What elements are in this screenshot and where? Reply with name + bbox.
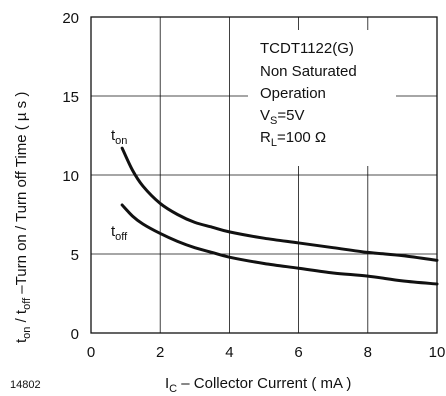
y-tick-label: 15 bbox=[62, 89, 79, 106]
t-on-main: t bbox=[111, 127, 116, 144]
series-label-t-off: toff bbox=[111, 223, 128, 243]
vs-sub: S bbox=[270, 115, 277, 127]
t-on-sub: on bbox=[115, 135, 127, 147]
info-box-line-3: Operation bbox=[260, 85, 326, 102]
info-box-background bbox=[248, 30, 396, 166]
vs-rest: =5V bbox=[277, 107, 304, 124]
x-tick-label: 2 bbox=[156, 344, 164, 361]
series-line-t-off bbox=[120, 203, 439, 286]
y-axis-label: ton / toff –Turn on / Turn off Time ( µ … bbox=[13, 92, 33, 343]
x-label-main: I bbox=[165, 375, 169, 392]
series-group bbox=[120, 146, 439, 286]
y-label-p2: / t bbox=[13, 309, 30, 327]
tick-labels: 0 2 4 6 8 10 0 5 10 15 20 bbox=[62, 10, 445, 361]
y-tick-label: 20 bbox=[62, 10, 79, 27]
y-tick-label: 5 bbox=[71, 247, 79, 264]
vs-main: V bbox=[260, 107, 270, 124]
y-label-s1: on bbox=[21, 327, 33, 339]
t-off-sub: off bbox=[115, 231, 128, 243]
info-box-line-5: RL=100 Ω bbox=[260, 129, 326, 149]
info-box-line-1: TCDT1122(G) bbox=[260, 40, 354, 57]
y-tick-label: 0 bbox=[71, 326, 79, 343]
x-tick-label: 0 bbox=[87, 344, 95, 361]
rl-sub: L bbox=[271, 137, 277, 149]
x-label-rest: – Collector Current ( mA ) bbox=[177, 375, 351, 392]
x-axis-label: IC – Collector Current ( mA ) bbox=[165, 375, 351, 395]
rl-main: R bbox=[260, 129, 271, 146]
plot-frame bbox=[90, 16, 438, 334]
x-tick-label: 6 bbox=[294, 344, 302, 361]
figure-id: 14802 bbox=[10, 379, 41, 391]
series-label-t-on: ton bbox=[111, 127, 127, 147]
y-label-p3: –Turn on / Turn off Time ( µ s ) bbox=[13, 92, 30, 298]
x-tick-label: 10 bbox=[429, 344, 446, 361]
x-tick-label: 4 bbox=[225, 344, 233, 361]
x-label-sub: C bbox=[169, 383, 177, 395]
info-box-line-2: Non Saturated bbox=[260, 63, 357, 80]
y-label-p1: t bbox=[13, 338, 30, 343]
series-line-t-on bbox=[120, 146, 439, 262]
y-tick-label: 10 bbox=[62, 168, 79, 185]
rl-rest: =100 Ω bbox=[277, 129, 326, 146]
x-tick-label: 8 bbox=[364, 344, 372, 361]
info-box-line-4: VS=5V bbox=[260, 107, 304, 127]
t-off-main: t bbox=[111, 223, 116, 240]
y-label-s2: off bbox=[21, 297, 33, 310]
